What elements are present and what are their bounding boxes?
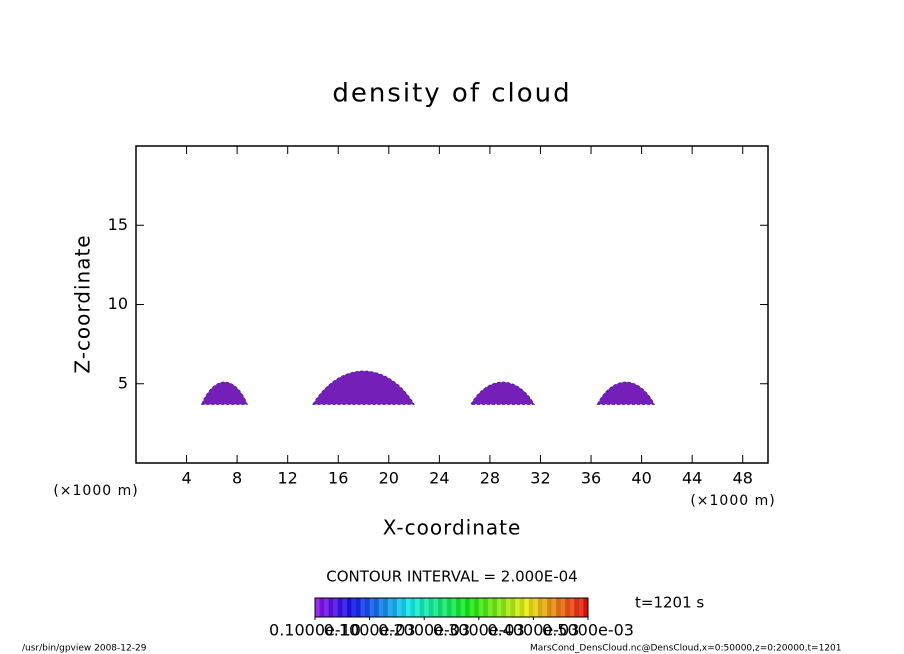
colorbar-cell (401, 598, 407, 617)
contour-interval: CONTOUR INTERVAL = 2.000E-04 (326, 568, 577, 586)
y-tick-label: 15 (108, 215, 128, 234)
colorbar-cell (533, 598, 539, 617)
colorbar-cell (351, 598, 357, 617)
colorbar-cell (415, 598, 421, 617)
y-axis-label: Z-coordinate (71, 234, 95, 373)
colorbar-cell (465, 598, 471, 617)
colorbar-cell (460, 598, 466, 617)
colorbar-cell (542, 598, 548, 617)
colorbar-cell (337, 598, 343, 617)
colorbar-cell (333, 598, 339, 617)
colorbar-cell (383, 598, 389, 617)
x-tick-label: 28 (480, 469, 500, 488)
x-tick-label: 36 (581, 469, 601, 488)
colorbar-cell (387, 598, 393, 617)
x-axis-label: X-coordinate (383, 516, 522, 540)
colorbar-tick-label: 0.2000e-03 (378, 621, 470, 640)
colorbar-cell (524, 598, 530, 617)
cloud-region (470, 381, 536, 405)
colorbar-cell (446, 598, 452, 617)
x-tick-label: 12 (278, 469, 298, 488)
colorbar-cell (419, 598, 425, 617)
cloud-region (200, 381, 248, 405)
colorbar-cell (547, 598, 553, 617)
cloud-region (596, 381, 656, 405)
x-tick-label: 44 (682, 469, 702, 488)
colorbar-cell (378, 598, 384, 617)
colorbar-cell (319, 598, 325, 617)
colorbar-cell (497, 598, 503, 617)
colorbar-cell (442, 598, 448, 617)
colorbar-cell (578, 598, 584, 617)
x-unit-right: (×1000 m) (690, 493, 775, 509)
colorbar-cell (551, 598, 557, 617)
colorbar-cell (369, 598, 375, 617)
colorbar-tick-label: 0.5000e-03 (542, 621, 634, 640)
colorbar-cell (437, 598, 443, 617)
x-tick-label: 16 (328, 469, 348, 488)
colorbar-cell (374, 598, 380, 617)
footer-right: MarsCond_DensCloud.nc@DensCloud,x=0:5000… (530, 644, 842, 654)
chart-title: density of cloud (332, 79, 571, 109)
colorbar-cell (565, 598, 571, 617)
colorbar-cell (433, 598, 439, 617)
colorbar-cell (365, 598, 371, 617)
colorbar-tick-label: 0.1000e-03 (324, 621, 416, 640)
colorbar-tick-label: 0.1000e-10 (269, 621, 361, 640)
colorbar-cell (396, 598, 402, 617)
colorbar-cell (346, 598, 352, 617)
colorbar-cell (510, 598, 516, 617)
x-tick-label: 4 (181, 469, 191, 488)
colorbar-cell (315, 598, 321, 617)
colorbar-cell (456, 598, 462, 617)
colorbar-cell (328, 598, 334, 617)
x-tick-label: 40 (631, 469, 651, 488)
colorbar-cell (474, 598, 480, 617)
x-tick-label: 20 (379, 469, 399, 488)
x-tick-label: 32 (530, 469, 550, 488)
colorbar-frame (314, 597, 589, 618)
x-tick-label: 8 (232, 469, 242, 488)
x-tick-label: 48 (733, 469, 753, 488)
colorbar-cell (360, 598, 366, 617)
y-tick-label: 5 (118, 373, 128, 392)
colorbar-cell (487, 598, 493, 617)
colorbar-cell (478, 598, 484, 617)
colorbar-cell (355, 598, 361, 617)
colorbar-cell (451, 598, 457, 617)
colorbar-cell (428, 598, 434, 617)
footer-left: /usr/bin/gpview 2008-12-29 (22, 644, 147, 654)
colorbar-cell (324, 598, 330, 617)
colorbar-tick-label: 0.4000e-03 (487, 621, 579, 640)
colorbar-cell (506, 598, 512, 617)
colorbar-cell (392, 598, 398, 617)
x-tick-label: 24 (429, 469, 449, 488)
x-unit-left: (×1000 m) (53, 483, 138, 499)
colorbar-cell (556, 598, 562, 617)
colorbar-cell (424, 598, 430, 617)
colorbar-cell (483, 598, 489, 617)
colorbar-cell (574, 598, 580, 617)
colorbar-tick-label: 0.3000e-03 (433, 621, 525, 640)
colorbar-cell (406, 598, 412, 617)
colorbar-cell (515, 598, 521, 617)
colorbar-cell (469, 598, 475, 617)
colorbar-cell (583, 598, 589, 617)
colorbar-cell (560, 598, 566, 617)
colorbar-cell (492, 598, 498, 617)
colorbar-cell (519, 598, 525, 617)
y-tick-label: 10 (108, 294, 128, 313)
colorbar-cell (528, 598, 534, 617)
colorbar-cell (410, 598, 416, 617)
time-label: t=1201 s (635, 594, 704, 612)
colorbar-cell (342, 598, 348, 617)
colorbar-cell (501, 598, 507, 617)
colorbar-cell (569, 598, 575, 617)
cloud-region (312, 370, 415, 405)
colorbar-cell (537, 598, 543, 617)
plot-frame (135, 145, 769, 464)
